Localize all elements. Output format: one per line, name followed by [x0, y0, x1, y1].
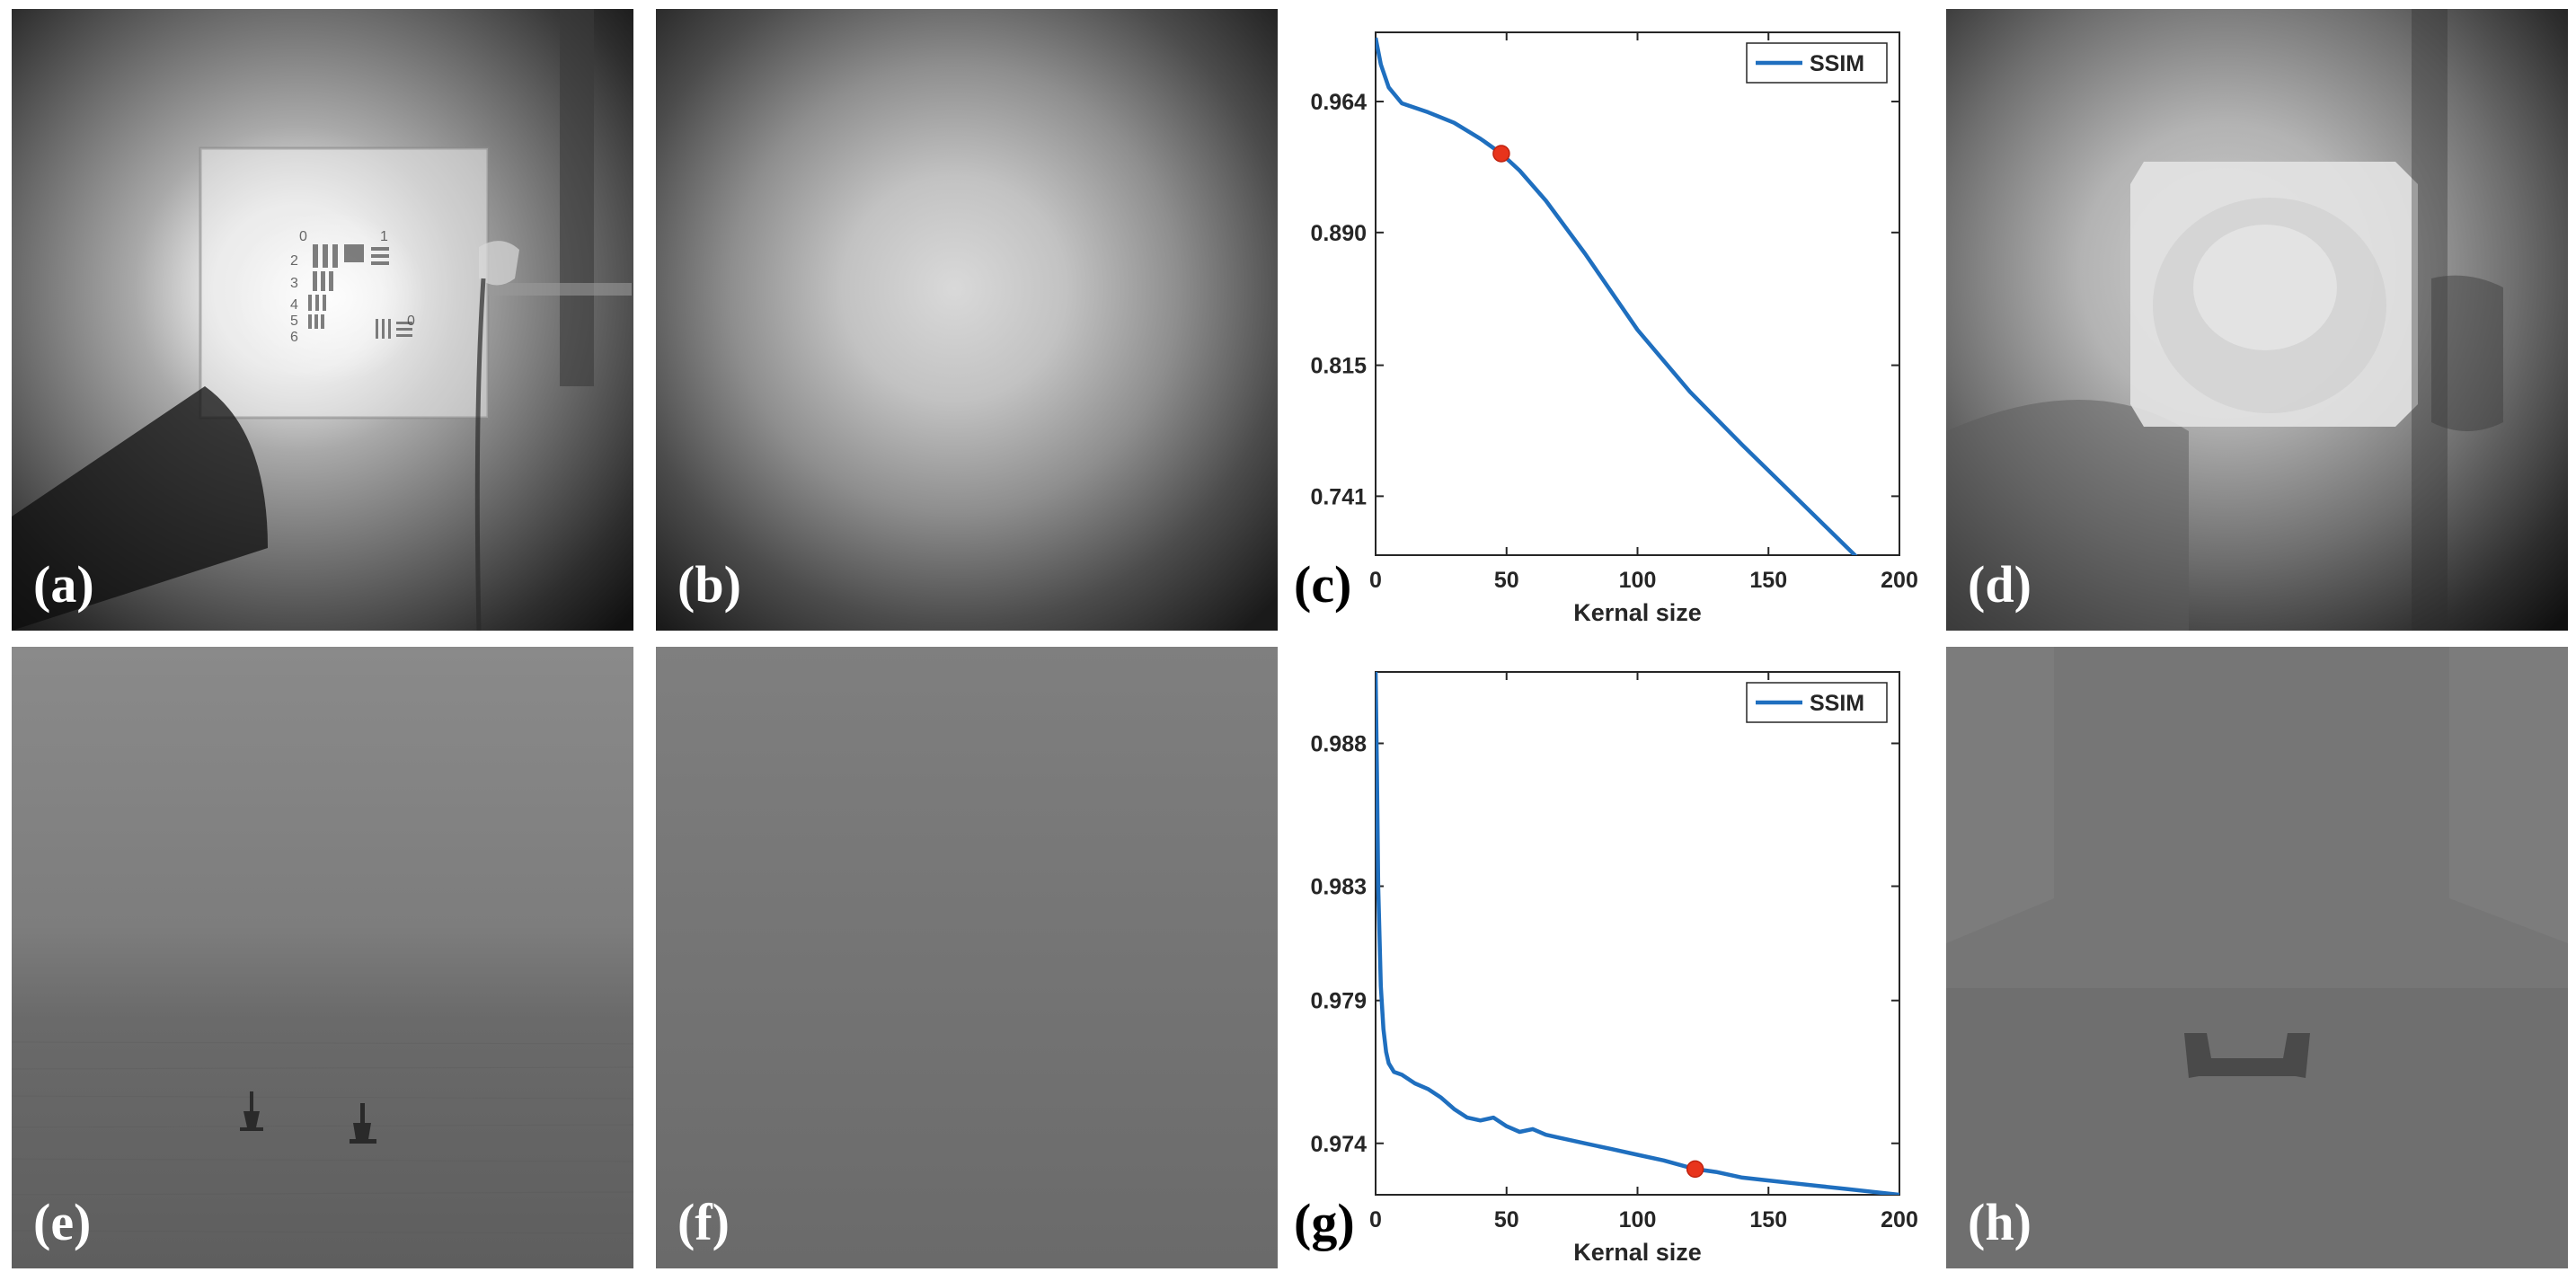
y-tick-label: 0.988 — [1310, 732, 1367, 757]
x-tick-label: 50 — [1494, 1207, 1519, 1232]
panel-b-image: (b) — [656, 9, 1278, 631]
panel-a-image: 0 2 3 4 5 6 1 0 (a) — [12, 9, 633, 631]
y-tick-label: 0.890 — [1310, 221, 1367, 246]
x-tick-label: 50 — [1494, 568, 1519, 593]
panel-label-f: (f) — [677, 1193, 730, 1251]
x-tick-label: 100 — [1619, 1207, 1657, 1232]
target-mark-4: 4 — [290, 297, 298, 313]
buoy-left — [240, 1091, 263, 1131]
panel-label-a: (a) — [33, 555, 94, 614]
y-tick-label: 0.815 — [1310, 354, 1367, 379]
panel-label-h: (h) — [1968, 1193, 2032, 1251]
x-tick-label: 150 — [1749, 1207, 1787, 1232]
y-tick-label: 0.979 — [1310, 989, 1367, 1014]
x-tick-label: 100 — [1619, 568, 1657, 593]
x-axis-label: Kernal size — [1573, 599, 1702, 626]
y-tick-label: 0.983 — [1310, 875, 1367, 900]
series-line-ssim — [1376, 37, 1858, 555]
series-line-ssim — [1376, 672, 1899, 1195]
x-tick-label: 0 — [1369, 1207, 1382, 1232]
y-tick-label: 0.974 — [1310, 1132, 1367, 1157]
panel-e-image: (e) — [12, 647, 633, 1268]
target-mark-0: 0 — [299, 229, 307, 244]
plot-area — [1375, 31, 1900, 556]
x-tick-label: 200 — [1881, 1207, 1918, 1232]
buoy-structure — [2184, 1033, 2310, 1078]
target-mark-6: 6 — [290, 330, 298, 345]
optimal-point-marker — [1686, 1160, 1704, 1179]
legend-label: SSIM — [1810, 691, 1864, 716]
x-tick-label: 0 — [1369, 568, 1382, 593]
x-tick-label: 150 — [1749, 568, 1787, 593]
x-axis-label: Kernal size — [1573, 1239, 1702, 1266]
optimal-point-marker — [1492, 145, 1510, 163]
panel-h-image: (h) — [1946, 647, 2568, 1268]
panel-label-b: (b) — [677, 555, 741, 614]
ssim-chart-g: 0.974 0.979 0.983 0.988 0 50 100 150 200 Kernal s… — [1310, 671, 1918, 1266]
panel-label-e: (e) — [33, 1193, 92, 1251]
panel-label-c: (c) — [1294, 555, 1352, 614]
target-mark-5: 5 — [290, 314, 298, 329]
ssim-chart-c: 0.741 0.815 0.890 0.964 0 50 100 150 200 Kernal s… — [1310, 31, 1918, 626]
panel-label-d: (d) — [1968, 555, 2032, 614]
legend-label: SSIM — [1810, 51, 1864, 76]
y-tick-label: 0.741 — [1310, 484, 1367, 509]
panel-label-g: (g) — [1294, 1193, 1355, 1251]
buoy-right — [350, 1103, 376, 1144]
target-mark-side-0: 0 — [407, 314, 415, 329]
panel-d-image: (d) — [1946, 9, 2568, 631]
y-tick-label: 0.964 — [1310, 90, 1367, 115]
x-tick-label: 200 — [1881, 568, 1918, 593]
plot-area — [1375, 671, 1900, 1196]
target-mark-1: 1 — [380, 229, 388, 244]
target-mark-3: 3 — [290, 276, 298, 291]
panel-f-image: (f) — [656, 647, 1278, 1268]
target-mark-2: 2 — [290, 253, 298, 269]
